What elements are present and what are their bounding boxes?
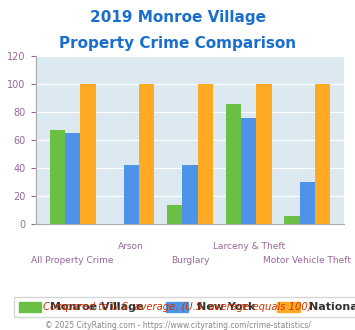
Text: Arson: Arson	[118, 243, 144, 251]
Bar	[167, 205, 182, 224]
Bar	[241, 118, 256, 224]
Bar	[300, 182, 315, 224]
Text: Larceny & Theft: Larceny & Theft	[213, 243, 285, 251]
Bar	[198, 84, 213, 224]
Bar	[124, 166, 139, 224]
Text: Compared to U.S. average. (U.S. average equals 100): Compared to U.S. average. (U.S. average …	[43, 302, 312, 312]
Text: Property Crime Comparison: Property Crime Comparison	[59, 36, 296, 51]
Text: 2019 Monroe Village: 2019 Monroe Village	[89, 10, 266, 25]
Bar	[182, 166, 198, 224]
Bar	[139, 84, 154, 224]
Legend: Monroe Village, New York, National: Monroe Village, New York, National	[15, 297, 355, 317]
Bar	[50, 130, 65, 224]
Bar	[315, 84, 330, 224]
Text: Motor Vehicle Theft: Motor Vehicle Theft	[263, 256, 351, 265]
Bar	[65, 133, 80, 224]
Bar	[284, 216, 300, 224]
Bar	[256, 84, 272, 224]
Bar	[80, 84, 95, 224]
Text: All Property Crime: All Property Crime	[31, 256, 114, 265]
Text: © 2025 CityRating.com - https://www.cityrating.com/crime-statistics/: © 2025 CityRating.com - https://www.city…	[45, 321, 310, 330]
Bar	[225, 104, 241, 224]
Text: Burglary: Burglary	[171, 256, 209, 265]
